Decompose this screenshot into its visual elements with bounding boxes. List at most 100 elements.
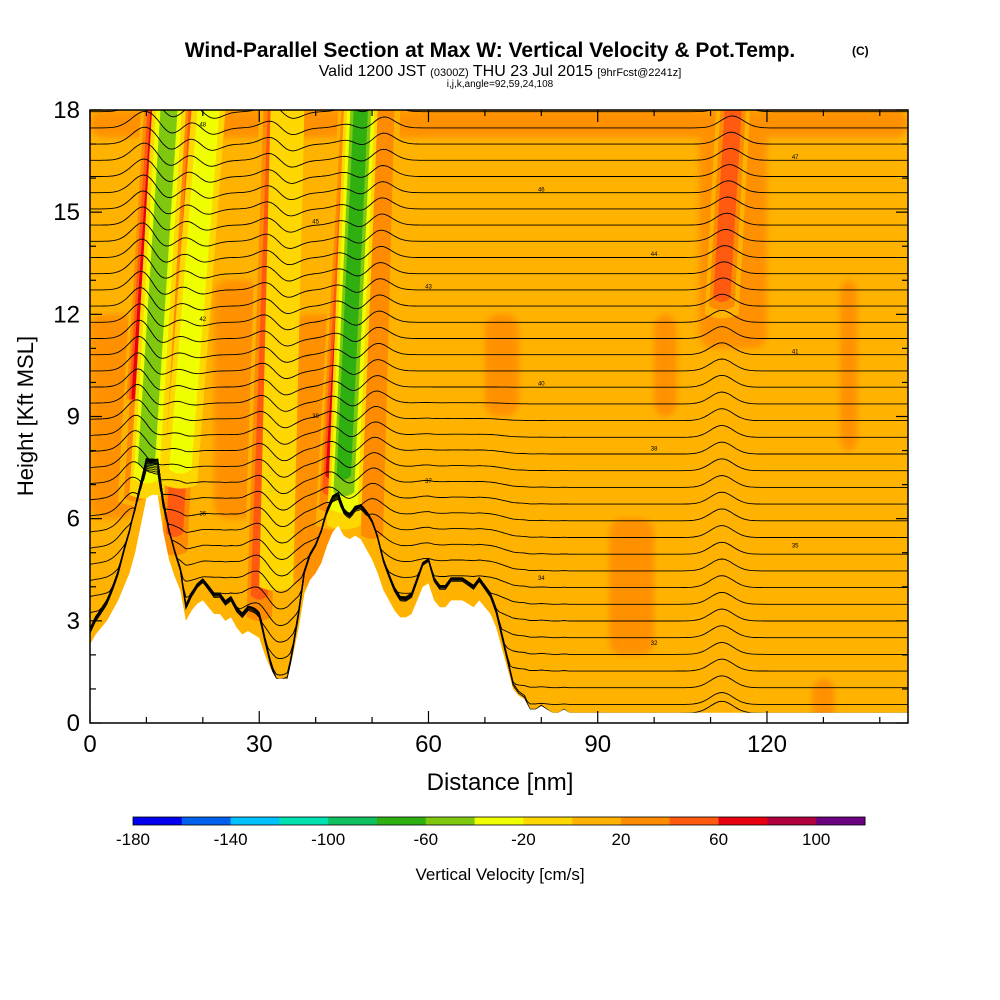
updraft-band-level <box>713 110 742 302</box>
y-tick-label: 12 <box>53 301 80 328</box>
updraft-band <box>704 110 751 319</box>
isentrope-label: 47 <box>792 155 799 161</box>
isentrope-line <box>90 319 908 347</box>
chart-subtitle: Valid 1200 JST (0300Z) THU 23 Jul 2015 [… <box>319 63 682 80</box>
isentrope-line <box>90 254 908 282</box>
colorbar-swatch <box>474 817 524 825</box>
x-tick-label: 0 <box>83 731 96 758</box>
chart-title: Wind-Parallel Section at Max W: Vertical… <box>185 39 796 62</box>
y-tick-label: 0 <box>67 710 80 737</box>
colorbar-tick-label: -60 <box>414 830 439 849</box>
colorbar-swatch <box>621 817 671 825</box>
colorbar-swatch <box>230 817 280 825</box>
colorbar-tick-label: -140 <box>214 830 248 849</box>
isentrope-line <box>90 110 908 136</box>
isentrope-line <box>90 383 908 412</box>
colorbar-swatch <box>181 817 232 825</box>
isentrope-label: 37 <box>425 479 432 485</box>
isentrope-label: 44 <box>651 252 658 258</box>
downdraft-band <box>326 110 378 530</box>
terrain <box>90 494 908 723</box>
isentrope-line <box>90 461 908 593</box>
y-axis-label: Height [Kft MSL] <box>13 336 38 496</box>
isentrope-label: 34 <box>538 576 545 582</box>
isentrope-line <box>90 467 908 528</box>
subtitle-forecast: [9hrFcst@2241z] <box>597 67 681 79</box>
isentrope-line <box>90 368 908 396</box>
isentrope-line <box>90 399 908 429</box>
isentrope-line <box>90 468 908 511</box>
field-patch <box>840 280 858 451</box>
x-tick-label: 90 <box>584 731 611 758</box>
isentrope-label: 41 <box>792 349 799 355</box>
colorbar-tick-label: 60 <box>709 830 728 849</box>
subtitle-utc: (0300Z) <box>430 67 469 79</box>
colorbar-swatch <box>669 817 720 825</box>
isentrope-line <box>90 142 908 168</box>
title-mark: (C) <box>852 44 869 58</box>
isentrope-label: 43 <box>425 284 432 290</box>
updraft-band-level <box>361 110 395 540</box>
colorbar-tick-label: 20 <box>612 830 631 849</box>
isentrope-line <box>90 238 908 266</box>
field-patch <box>214 280 260 519</box>
subtitle-date: THU 23 Jul 2015 <box>473 63 593 80</box>
chart-subtitle-2: i,j,k,angle=92,59,24,108 <box>447 79 554 90</box>
colorbar-swatch <box>718 817 768 825</box>
isentrope-label: 46 <box>538 187 545 193</box>
x-axis-label: Distance [nm] <box>427 769 574 796</box>
isentropes: 30313233343536373839404142434445464748 <box>90 110 908 714</box>
field-patch <box>812 678 835 723</box>
colorbar-swatch <box>328 817 378 825</box>
colorbar-swatch <box>767 817 817 825</box>
isentrope-label: 45 <box>312 220 319 226</box>
colorbar-swatch <box>133 817 183 825</box>
y-tick-label: 15 <box>53 199 80 226</box>
colorbar-swatch <box>816 817 866 825</box>
colorbar-swatch <box>279 817 329 825</box>
downdraft-band-level <box>137 110 178 469</box>
subtitle-valid: Valid 1200 JST <box>319 63 427 80</box>
field-patch <box>484 314 519 417</box>
isentrope-line <box>90 463 908 560</box>
colorbar-frame <box>132 816 866 826</box>
downdraft-band <box>259 110 305 591</box>
y-tick-label: 6 <box>67 506 80 533</box>
isentrope-line <box>90 460 908 610</box>
x-tick-label: 120 <box>747 731 787 758</box>
colorbar-swatch <box>523 817 573 825</box>
isentrope-line <box>90 287 908 314</box>
isentrope-line <box>90 158 908 184</box>
isentrope-line <box>90 270 908 298</box>
isentrope-line <box>90 430 908 462</box>
colorbar-tick-label: -20 <box>511 830 536 849</box>
x-tick-label: 30 <box>246 731 273 758</box>
isentrope-line <box>90 465 908 544</box>
colorbar-tick-label: -100 <box>311 830 345 849</box>
isentrope-label: 39 <box>312 414 319 420</box>
isentrope-line <box>90 445 908 478</box>
isentrope-line <box>90 462 908 577</box>
isentrope-label: 40 <box>538 382 545 388</box>
isentrope-line <box>90 336 908 363</box>
isentrope-line <box>90 414 908 445</box>
colorbar-label: Vertical Velocity [cm/s] <box>415 865 584 884</box>
isentrope-line <box>90 126 908 152</box>
y-tick-label: 18 <box>53 97 80 124</box>
downdraft-band-level <box>259 110 305 591</box>
isentrope-line <box>90 222 908 249</box>
colorbar: -180 -140 -100 -60 -20 20 60 100 <box>116 816 866 849</box>
isentrope-line <box>90 352 908 379</box>
colorbar-swatch <box>377 817 427 825</box>
x-tick-label: 60 <box>415 731 442 758</box>
y-tick-label: 3 <box>67 608 80 635</box>
isentrope-line <box>90 110 908 119</box>
isentrope-line <box>90 174 908 201</box>
x-axis: 0 30 60 90 120 <box>83 110 881 758</box>
field-patch <box>654 314 677 417</box>
isentrope-line <box>90 461 908 495</box>
isentrope-label: 38 <box>651 446 658 452</box>
colorbar-swatch <box>572 817 622 825</box>
